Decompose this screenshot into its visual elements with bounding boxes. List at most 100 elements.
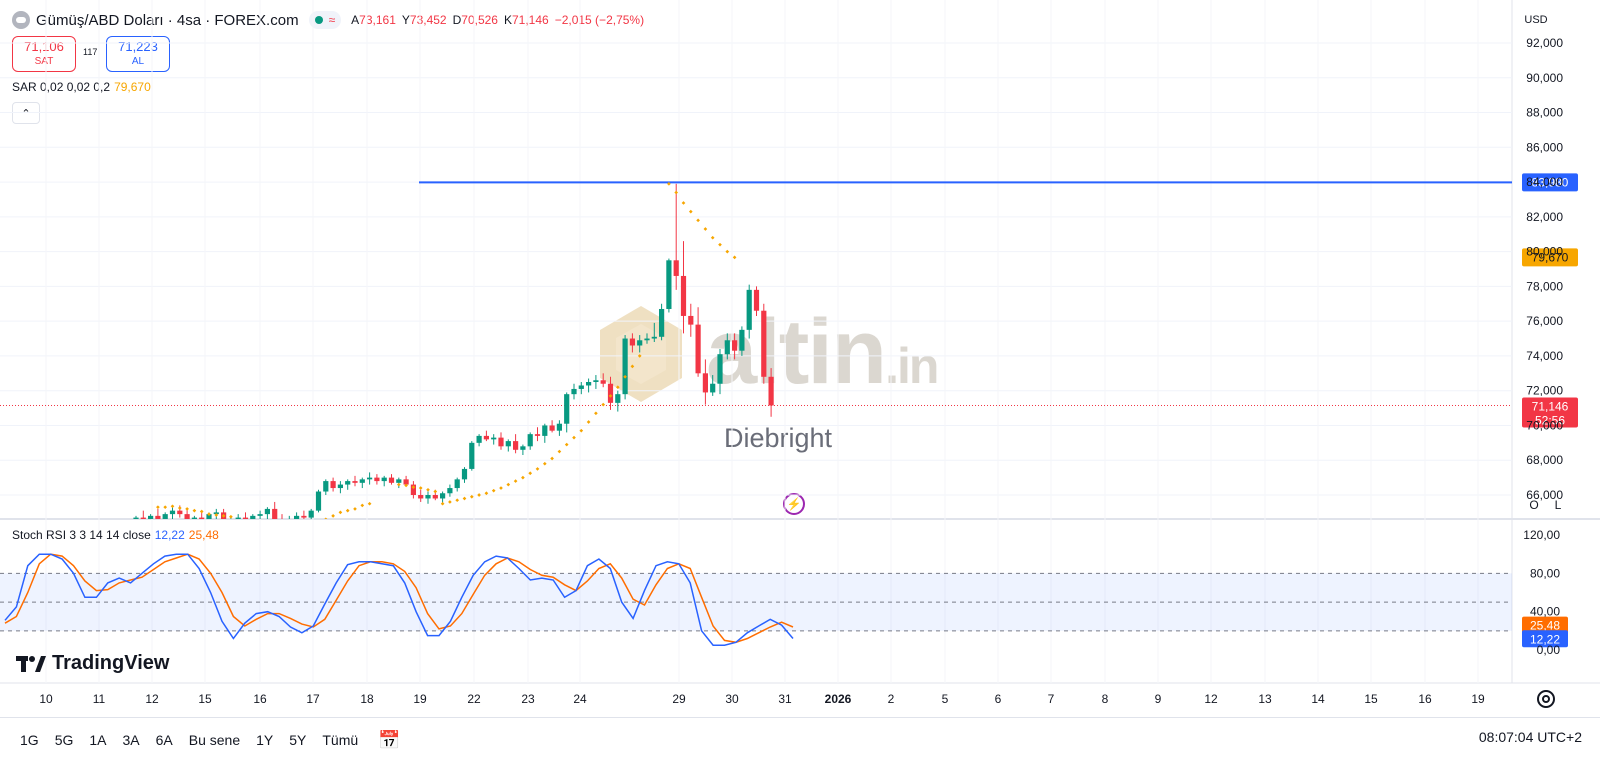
candle-body <box>337 484 343 489</box>
range-1y[interactable]: 1Y <box>256 732 274 748</box>
horizontal-line[interactable]: 83,980 <box>419 173 1578 192</box>
sar-label: SAR 0,02 0,02 0,2 <box>12 80 111 94</box>
currency-selector[interactable]: USD <box>1524 14 1548 26</box>
sar-price-label: 79,670 <box>1532 250 1569 264</box>
calendar-goto-icon[interactable]: 📅 <box>378 729 401 750</box>
candle-body <box>556 423 562 431</box>
candle-body <box>564 394 570 424</box>
sar-value: 79,670 <box>114 80 151 94</box>
last-price-tag <box>1522 397 1578 428</box>
time-tick-label: 29 <box>672 692 686 706</box>
candle-body <box>717 354 723 384</box>
candle-body <box>651 336 657 339</box>
market-status-badge[interactable]: ≈ <box>308 11 342 29</box>
price-tick-label: 88,000 <box>1526 106 1563 120</box>
time-tick-label: 5 <box>942 692 949 706</box>
price-tick-label: 86,000 <box>1526 140 1563 154</box>
sar-dot <box>535 467 540 471</box>
stoch-k-tag-label: 12,22 <box>1530 632 1560 646</box>
range-bu-sene[interactable]: Bu sene <box>188 732 241 748</box>
time-tick-label: 10 <box>39 692 53 706</box>
time-tick-label: 2 <box>888 692 895 706</box>
candle-body <box>257 514 263 516</box>
market-open-icon <box>314 16 323 24</box>
time-tick-label: 19 <box>1471 692 1485 706</box>
time-tick-label: 16 <box>253 692 267 706</box>
clock[interactable]: 08:07:04 UTC+2 <box>1478 729 1582 745</box>
stoch-tick-label: 40,00 <box>1530 605 1560 619</box>
range-6a[interactable]: 6A <box>155 732 173 748</box>
candle-body <box>272 508 278 519</box>
sar-dot <box>418 486 423 490</box>
stoch-label: Stoch RSI 3 3 14 14 close <box>12 528 151 542</box>
time-tick-label: 22 <box>467 692 481 706</box>
time-axis[interactable]: 10 11 12 15 16 17 18 19 22 23 24 29 30 31 2026 2 5 6 7 8 9 12… <box>39 692 1485 706</box>
candle-body <box>666 260 672 309</box>
stoch-d-tag <box>1522 616 1568 634</box>
candle-body <box>673 260 679 276</box>
candle-body <box>315 491 322 511</box>
candle-body <box>447 488 453 494</box>
tradingview-logo[interactable]: TradingView <box>16 652 169 675</box>
range-3a[interactable]: 3A <box>122 732 140 748</box>
time-tick-label: 15 <box>198 692 212 706</box>
candle-body <box>374 477 380 482</box>
range-1a[interactable]: 1A <box>89 732 107 748</box>
candle-body <box>578 385 584 389</box>
price-tick-label: 82,000 <box>1526 210 1563 224</box>
candle-body <box>746 289 752 330</box>
candle-body <box>242 517 249 519</box>
sar-dot <box>579 428 584 433</box>
candle-body <box>695 324 701 374</box>
price-tick-label: 72,000 <box>1526 384 1563 398</box>
range-5g[interactable]: 5G <box>54 732 74 748</box>
candle-body <box>264 508 270 515</box>
range-tumu[interactable]: Tümü <box>322 732 359 748</box>
o-button[interactable]: O <box>1529 498 1539 512</box>
candle-body <box>396 479 402 483</box>
sar-dot <box>499 486 503 490</box>
range-5y[interactable]: 5Y <box>289 732 307 748</box>
price-tick-label: 76,000 <box>1526 314 1563 328</box>
price-axis[interactable]: 92,000 90,000 88,000 86,000 84,000 82,000 80,0… <box>1523 36 1563 657</box>
candle-body <box>199 517 205 519</box>
hline-price-label: 83,980 <box>1532 175 1569 189</box>
low-value: D70,526 <box>452 13 498 27</box>
candle-body <box>352 481 358 483</box>
candle-body <box>133 517 139 519</box>
range-1g[interactable]: 1G <box>20 732 39 748</box>
price-tick-label: 74,000 <box>1526 349 1563 363</box>
stoch-d-tag-label: 25,48 <box>1530 619 1560 633</box>
candle-body <box>294 515 300 519</box>
sar-dot <box>302 527 306 531</box>
candle-body <box>461 468 468 480</box>
symbol-title[interactable]: Gümüş/ABD Doları · 4sa · FOREX.com <box>36 11 299 29</box>
candle-body <box>724 340 730 355</box>
candle-body <box>418 495 424 499</box>
sar-legend[interactable]: SAR 0,02 0,02 0,2 79,670 <box>12 80 151 94</box>
candle-body <box>140 517 146 519</box>
sar-dot <box>572 435 576 440</box>
candle-body <box>710 383 716 393</box>
price-tick-label: 80,000 <box>1526 245 1563 259</box>
time-tick-label: 19 <box>413 692 427 706</box>
settings-gear-icon[interactable] <box>1537 690 1555 708</box>
l-button[interactable]: L <box>1554 498 1562 512</box>
stoch-legend[interactable]: Stoch RSI 3 3 14 14 close 12,22 25,48 <box>12 528 219 542</box>
candle-body <box>527 434 533 447</box>
time-tick-label: 24 <box>573 692 587 706</box>
candle-body <box>410 484 416 495</box>
sar-dot <box>594 411 598 416</box>
sar-dot <box>411 485 416 490</box>
candle-body <box>629 338 635 346</box>
sar-dot <box>688 209 693 214</box>
sar-dot <box>703 227 708 231</box>
sar-dot <box>317 521 321 525</box>
sar-dot <box>338 510 343 515</box>
lightning-icon[interactable]: ⚡ <box>783 493 805 515</box>
time-tick-label: 23 <box>521 692 535 706</box>
sar-dot <box>156 505 160 510</box>
